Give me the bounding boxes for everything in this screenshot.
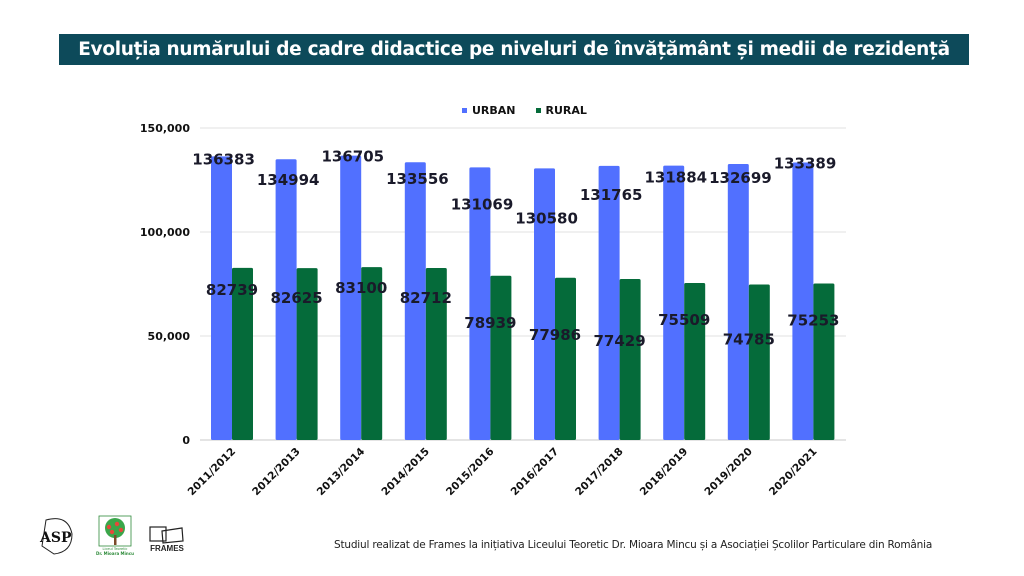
data-label-urban: 131069 — [451, 195, 514, 213]
legend-swatch-urban — [462, 108, 467, 113]
data-label-rural: 83100 — [335, 279, 387, 297]
data-label-rural: 82625 — [271, 289, 323, 307]
data-label-rural: 75509 — [658, 311, 710, 329]
x-tick-label: 2013/2014 — [315, 446, 368, 499]
data-label-urban: 132699 — [709, 169, 772, 187]
bar-urban — [598, 165, 620, 440]
frames-logo: FRAMES — [148, 525, 188, 553]
data-label-urban: 131884 — [644, 169, 707, 187]
bar-rural — [748, 284, 770, 440]
x-tick-label: 2012/2013 — [250, 446, 303, 499]
bar-urban — [404, 162, 426, 440]
data-label-urban: 130580 — [515, 209, 578, 227]
bar-rural — [684, 282, 706, 440]
school-logo: Liceul Teoretic Dr. Mioara Mincu — [95, 515, 135, 557]
page-title: Evoluția numărului de cadre didactice pe… — [59, 34, 969, 65]
data-label-urban: 133389 — [774, 155, 837, 173]
bar-urban — [469, 167, 491, 441]
bar-rural — [296, 268, 318, 440]
legend-swatch-rural — [535, 108, 541, 113]
legend-label-rural: RURAL — [545, 104, 587, 117]
bar-urban — [275, 159, 297, 441]
y-tick-label: 0 — [182, 434, 190, 447]
bar-rural — [425, 267, 447, 440]
bar-urban — [211, 156, 232, 440]
x-tick-label: 2016/2017 — [509, 446, 562, 499]
bar-urban — [727, 163, 749, 440]
footer-credit: Studiul realizat de Frames la inițiativa… — [334, 539, 933, 551]
svg-text:Liceul Teoretic: Liceul Teoretic — [103, 547, 128, 551]
data-label-urban: 136705 — [321, 148, 384, 166]
bar-rural — [619, 278, 641, 440]
data-label-rural: 74785 — [723, 330, 775, 348]
bar-urban — [792, 162, 814, 440]
bar-urban — [534, 168, 555, 440]
data-label-urban: 131765 — [580, 186, 643, 204]
svg-text:FRAMES: FRAMES — [150, 544, 184, 553]
bar-rural — [555, 277, 576, 440]
y-tick-label: 100,000 — [140, 226, 190, 239]
x-tick-label: 2015/2016 — [444, 446, 497, 499]
legend-label-urban: URBAN — [472, 104, 516, 117]
legend-item-urban: URBAN — [462, 104, 516, 117]
svg-text:Dr. Mioara Mincu: Dr. Mioara Mincu — [96, 551, 134, 556]
x-tick-label: 2019/2020 — [702, 446, 755, 499]
data-label-rural: 82739 — [206, 281, 258, 299]
data-label-rural: 77429 — [594, 332, 646, 350]
bar-urban — [663, 165, 685, 440]
svg-text:ASP: ASP — [39, 530, 72, 546]
data-label-rural: 75253 — [787, 311, 839, 329]
x-tick-label: 2011/2012 — [186, 446, 239, 499]
bar-rural — [361, 267, 383, 440]
bar-rural — [490, 275, 512, 440]
data-label-rural: 77986 — [529, 326, 581, 344]
data-label-urban: 133556 — [386, 170, 449, 188]
data-label-urban: 136383 — [192, 150, 255, 168]
bar-rural — [232, 267, 253, 440]
data-label-rural: 78939 — [464, 314, 516, 332]
bar-urban — [340, 155, 362, 440]
x-tick-label: 2018/2019 — [638, 446, 691, 499]
x-tick-label: 2017/2018 — [573, 446, 626, 499]
data-label-urban: 134994 — [257, 171, 320, 189]
chart-legend: URBAN RURAL — [462, 104, 587, 117]
y-tick-label: 150,000 — [140, 122, 190, 135]
asp-logo: ASP — [38, 516, 74, 556]
y-tick-label: 50,000 — [148, 330, 191, 343]
legend-item-rural: RURAL — [535, 104, 587, 117]
x-tick-label: 2020/2021 — [767, 446, 820, 499]
data-label-rural: 82712 — [400, 289, 452, 307]
bar-rural — [813, 283, 835, 440]
x-tick-label: 2014/2015 — [379, 446, 432, 499]
